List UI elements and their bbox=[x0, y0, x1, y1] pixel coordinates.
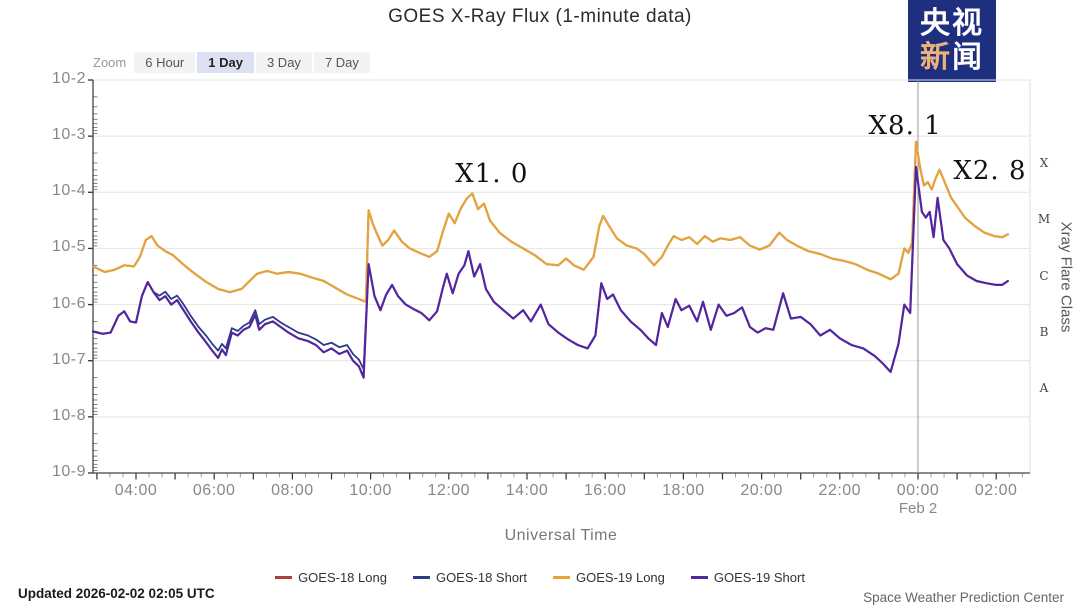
y-tick-label: 10-4 bbox=[51, 182, 86, 200]
x-tick-label: 14:00 bbox=[505, 482, 549, 499]
x-tick-label: 10:00 bbox=[349, 482, 392, 499]
credit-text: Space Weather Prediction Center bbox=[863, 590, 1064, 605]
y-tick-label: 10-6 bbox=[51, 294, 86, 312]
legend-item-goes-19-long: GOES-19 Long bbox=[553, 570, 665, 585]
flare-class-c: C bbox=[1039, 268, 1049, 283]
x-tick-label: 12:00 bbox=[427, 482, 471, 499]
legend-item-goes-19-short: GOES-19 Short bbox=[690, 570, 805, 585]
logo-line2-rest: 闻 bbox=[952, 41, 984, 74]
x-tick-label: 20:00 bbox=[740, 482, 783, 499]
legend-item-goes-18-long: GOES-18 Long bbox=[275, 570, 387, 585]
legend-label: GOES-18 Short bbox=[435, 570, 527, 585]
flare-annotation: X2. 8 bbox=[953, 155, 1027, 186]
legend-swatch bbox=[553, 576, 570, 579]
x-axis-label: Universal Time bbox=[504, 527, 618, 544]
zoom-button-1-day[interactable]: 1 Day bbox=[197, 52, 254, 73]
x-tick-label: 04:00 bbox=[114, 482, 158, 499]
zoom-button-6-hour[interactable]: 6 Hour bbox=[134, 52, 196, 73]
series-goes-18-long bbox=[92, 140, 1009, 303]
y-tick-label: 10-8 bbox=[51, 406, 86, 424]
zoom-button-3-day[interactable]: 3 Day bbox=[255, 52, 312, 73]
y-tick-label: 10-7 bbox=[51, 350, 86, 368]
x-tick-label: 18:00 bbox=[662, 482, 705, 499]
zoom-label: Zoom bbox=[93, 55, 127, 70]
y-tick-label: 10-5 bbox=[51, 238, 86, 256]
chart-title: GOES X-Ray Flux (1-minute data) bbox=[388, 6, 692, 27]
x-tick-sub-label: Feb 2 bbox=[898, 500, 938, 517]
right-axis-label: Xray Flare Class bbox=[1057, 221, 1075, 333]
flare-class-a: A bbox=[1039, 380, 1049, 395]
legend-swatch bbox=[690, 576, 708, 579]
x-tick-label: 00:00 bbox=[896, 482, 940, 499]
y-tick-label: 10-2 bbox=[51, 70, 86, 87]
x-tick-label: 02:00 bbox=[974, 482, 1018, 499]
y-tick-label: 10-3 bbox=[51, 126, 86, 144]
flare-class-m: M bbox=[1037, 212, 1051, 227]
zoom-control: Zoom 6 Hour 1 Day 3 Day 7 Day bbox=[93, 52, 372, 73]
flare-class-x: X bbox=[1039, 156, 1049, 171]
legend-swatch bbox=[412, 576, 430, 579]
flare-annotation: X1. 0 bbox=[455, 158, 529, 189]
x-tick-label: 06:00 bbox=[192, 482, 236, 499]
zoom-button-7-day[interactable]: 7 Day bbox=[313, 52, 370, 73]
x-tick-label: 16:00 bbox=[583, 482, 627, 499]
chart-legend: GOES-18 Long GOES-18 Short GOES-19 Long GOE… bbox=[0, 570, 1080, 585]
logo-line2-accent: 新 bbox=[920, 41, 952, 74]
cctv-news-logo: 央视 新闻 bbox=[908, 0, 996, 82]
flare-class-b: B bbox=[1039, 324, 1049, 339]
legend-item-goes-18-short: GOES-18 Short bbox=[412, 570, 527, 585]
flare-annotation: X8. 1 bbox=[868, 111, 942, 142]
logo-line1: 央视 bbox=[920, 7, 984, 40]
x-tick-label: 08:00 bbox=[271, 482, 314, 499]
legend-label: GOES-18 Long bbox=[298, 570, 387, 585]
series-goes-19-short bbox=[91, 165, 1010, 379]
updated-timestamp: Updated 2026-02-02 02:05 UTC bbox=[18, 586, 215, 601]
legend-label: GOES-19 Long bbox=[576, 570, 665, 585]
x-tick-label: 22:00 bbox=[818, 482, 862, 499]
legend-swatch bbox=[275, 576, 293, 579]
logo-line2: 新闻 bbox=[920, 41, 984, 75]
legend-label: GOES-19 Short bbox=[713, 570, 805, 585]
y-tick-label: 10-9 bbox=[51, 463, 86, 480]
series-goes-19-long bbox=[91, 140, 1010, 303]
zoom-buttons: 6 Hour 1 Day 3 Day 7 Day bbox=[134, 52, 372, 73]
